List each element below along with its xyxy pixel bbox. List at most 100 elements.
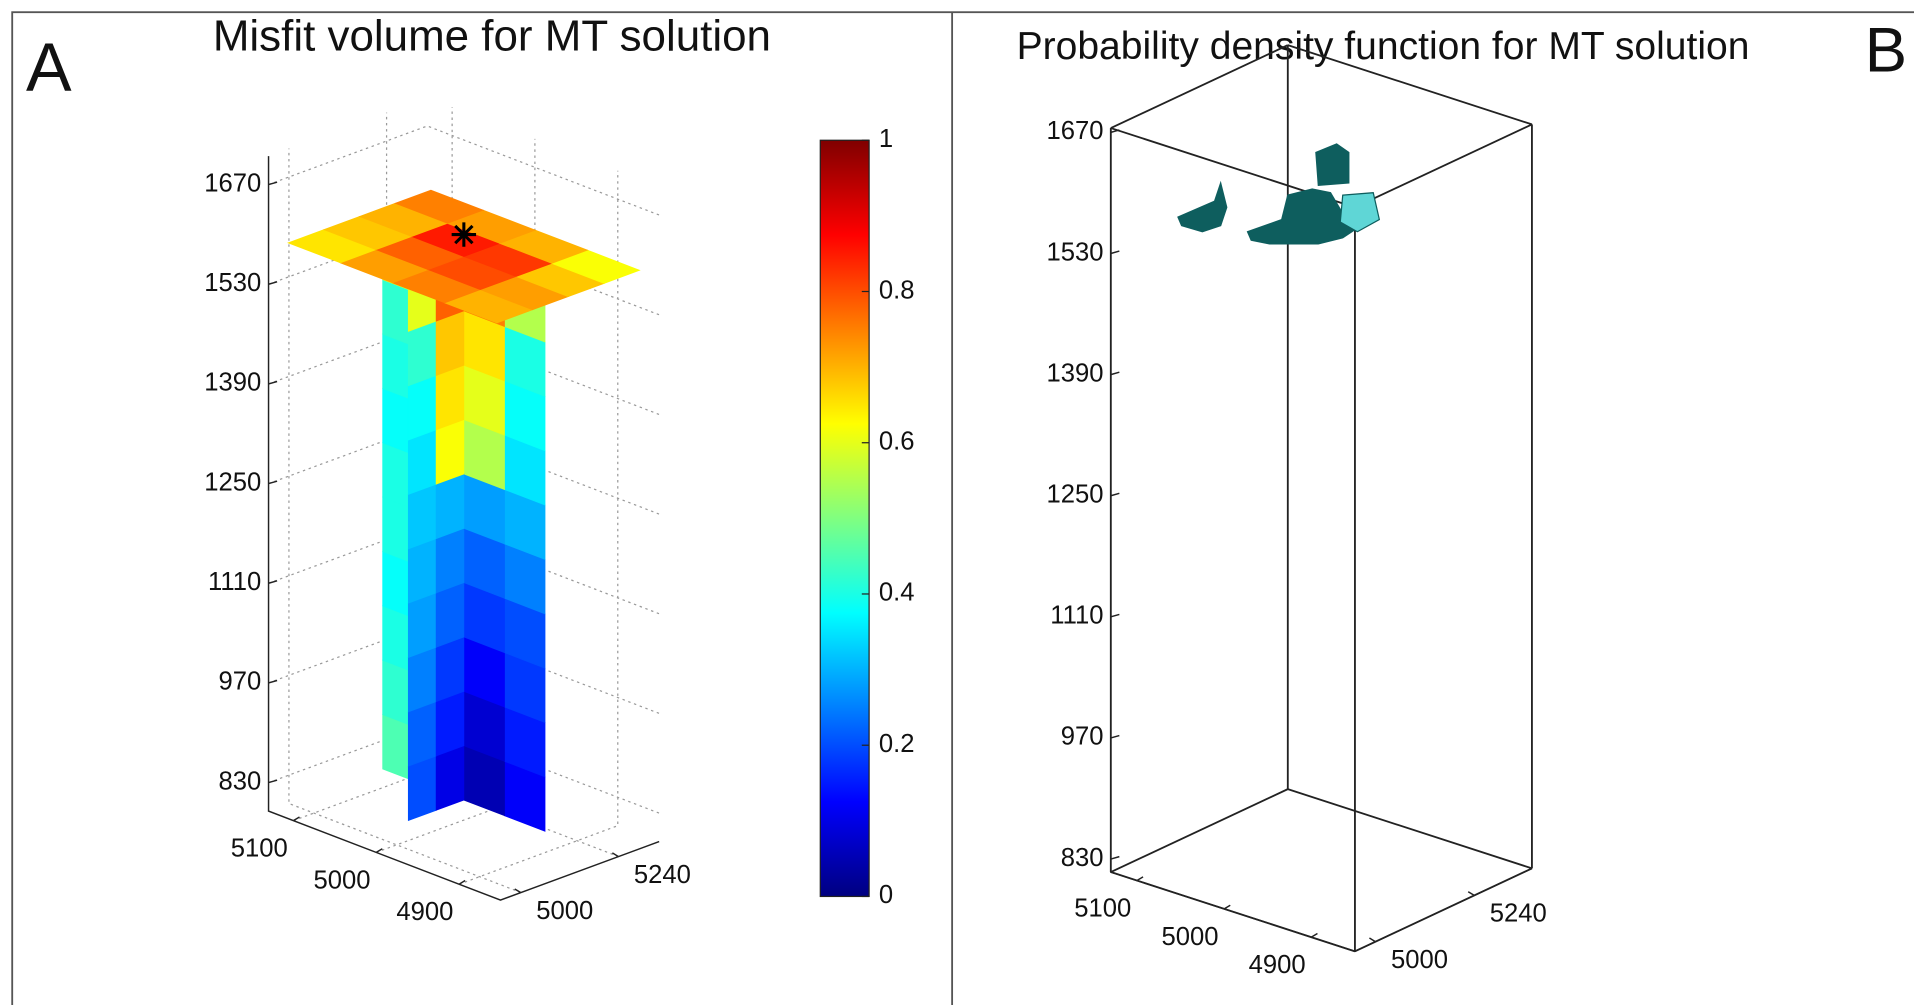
grid-line [288,148,522,894]
slice-cell [407,592,437,659]
box-edge [1110,788,1289,873]
z-tick [1110,855,1120,860]
y-tick [1369,937,1376,943]
grid-line [268,424,660,515]
z-tick [1110,492,1120,497]
z-tick-label: 830 [1061,844,1104,872]
slice-cell [435,690,465,757]
frame [11,11,1914,1005]
z-tick-label: 830 [218,767,261,795]
z-tick [268,181,278,186]
chart-title: Misfit volume for MT solution [213,12,771,61]
z-tick-label: 1110 [1050,602,1103,630]
y-tick-label: 5000 [1391,946,1448,974]
z-tick [1110,250,1120,255]
box-edge [1287,44,1533,126]
grid-line [268,524,660,615]
slice-cell [435,745,465,811]
slice-cell [435,310,465,377]
z-tick [268,779,278,784]
slice-cell [407,755,437,822]
slice-cell [407,320,437,387]
colorbar-tick-label: 0.8 [879,276,915,304]
y-tick-label: 5000 [536,897,593,925]
z-tick-label: 1390 [204,369,261,397]
x-tick-label: 5000 [314,866,371,894]
x-tick-label: 5000 [1161,923,1218,951]
x-tick [1136,876,1144,882]
slice-cell [435,582,465,648]
isosurface [1177,143,1381,245]
grid-line [268,324,660,416]
box-edge [1354,867,1533,953]
grid-line [268,623,660,714]
isosurface-patch [1315,143,1350,187]
z-tick [1110,613,1120,618]
best-marker [451,222,477,247]
grid [1109,44,1533,953]
x-tick [375,848,383,854]
colorbar-tick-label: 0.6 [879,428,915,456]
slice-cell [435,527,465,594]
slice-cell [407,429,437,495]
x-tick-label: 4900 [1249,951,1306,979]
z-tick [1110,734,1120,739]
slice-cell [407,483,437,550]
grid-line [458,170,619,885]
x-tick-label: 5100 [231,835,288,863]
z-tick-label: 970 [218,668,261,696]
z-tick-label: 1250 [204,468,261,496]
box-edge [1354,123,1533,209]
z-tick [1110,129,1120,134]
slice-cell [407,701,437,767]
chart-title: Probability density function for MT solu… [1017,25,1750,68]
z-tick-label: 1670 [1046,117,1103,145]
box-edge [1110,44,1289,129]
y-tick-label: 5240 [1490,900,1547,928]
y-tick-label: 5240 [634,861,691,889]
z-tick [268,580,278,584]
box-edge [1110,871,1356,953]
x-tick-label: 5100 [1074,895,1131,923]
colorbar-tick-label: 0 [879,881,893,909]
z-tick-label: 1670 [204,169,261,197]
slice-cell [407,646,437,713]
slice-cell [407,538,437,604]
grid-line [268,125,660,216]
slice-cell [435,419,465,485]
isosurface-patch [1339,192,1381,233]
slice-cell [394,189,485,224]
z-tick [268,480,278,485]
y-tick [514,888,522,894]
y-tick [1467,891,1475,897]
x-tick [458,879,466,885]
z-tick [268,281,278,285]
panel-label: B [1865,16,1907,86]
isosurface-patch [1177,180,1228,233]
colorbar [819,139,870,898]
panel-label: A [26,30,72,106]
grid-line [268,723,660,814]
z-tick-label: 1110 [208,568,261,596]
z-tick-label: 1530 [204,269,261,297]
z-tick-label: 1250 [1046,481,1103,509]
colorbar-tick-label: 1 [879,125,893,153]
x-tick [1223,904,1231,910]
slice-cell [435,636,465,703]
box-edge [1287,788,1533,870]
slice-cell [435,364,465,431]
slice-cell [435,473,465,540]
z-tick [268,679,278,684]
y-tick [611,852,619,858]
axis-line [1110,128,1533,953]
colorbar-tick-label: 0.2 [879,730,915,758]
z-tick [268,380,278,385]
marker-stroke [454,224,474,245]
colorbar-tick-label: 0.4 [879,579,915,607]
slice-cell [407,375,437,441]
grid-line [268,225,660,316]
x-tick [1310,932,1318,938]
x-tick-label: 4900 [396,898,453,926]
